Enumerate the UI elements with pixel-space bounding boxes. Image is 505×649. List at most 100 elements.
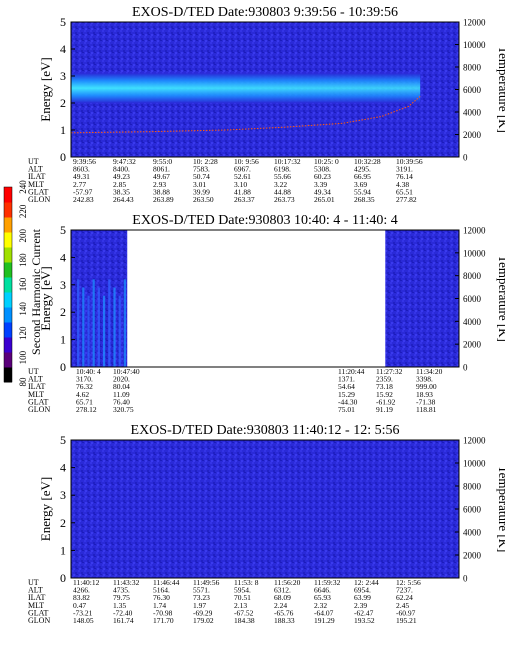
table-cell: 10:39:56 xyxy=(396,157,423,166)
table-cell: 49.34 xyxy=(314,187,331,196)
table-row-label: GLON xyxy=(28,195,50,204)
table-cell: 65.93 xyxy=(314,593,331,602)
table-cell: 63.99 xyxy=(354,593,371,602)
table-cell: 10:25: 0 xyxy=(314,157,339,166)
energy-band xyxy=(71,73,421,103)
table-cell: 54.64 xyxy=(338,382,355,391)
table-cell: 68.09 xyxy=(274,593,291,602)
y-tick-label: 0 xyxy=(60,571,66,585)
y2-tick-label: 10000 xyxy=(463,248,486,258)
panel-title: EXOS-D/TED Date:930803 10:40: 4 - 11:40:… xyxy=(132,213,397,228)
table-row-label: ALT xyxy=(28,586,43,595)
data-gap xyxy=(127,230,386,367)
colorbar-segment xyxy=(4,262,12,278)
table-cell: 3.01 xyxy=(193,180,206,189)
table-cell: 6312. xyxy=(274,586,291,595)
table-cell: -71.38 xyxy=(416,397,436,406)
colorbar-segment xyxy=(4,232,12,248)
table-cell: 4.38 xyxy=(396,180,409,189)
spectrogram-background xyxy=(71,440,459,578)
table-cell: 3170. xyxy=(76,375,93,384)
table-cell: 4.62 xyxy=(76,390,89,399)
colorbar-tick-label: 180 xyxy=(18,253,28,267)
table-cell: 268.35 xyxy=(354,195,375,204)
table-cell: 263.50 xyxy=(193,195,214,204)
y-tick-label: 5 xyxy=(60,433,66,447)
table-cell: 8603. xyxy=(73,165,90,174)
table-row-label: GLON xyxy=(28,405,50,414)
streak-feature xyxy=(87,295,90,367)
colorbar-tick-label: 140 xyxy=(18,302,28,316)
table-cell: 1.74 xyxy=(153,601,166,610)
table-cell: 2020. xyxy=(113,375,130,384)
table-cell: 76.30 xyxy=(153,593,170,602)
table-cell: 118.81 xyxy=(416,405,437,414)
colorbar-frame xyxy=(3,186,13,383)
colorbar-segment xyxy=(4,187,12,203)
y2-axis-label: Temperature [K] xyxy=(496,255,505,342)
table-cell: -67.52 xyxy=(234,608,254,617)
streak-feature xyxy=(92,279,95,367)
table-cell: 3.22 xyxy=(274,180,287,189)
colorbar-tick-label: 80 xyxy=(18,377,28,387)
table-cell: 3.39 xyxy=(314,180,327,189)
table-cell: -64.07 xyxy=(314,608,334,617)
table-cell: 1.97 xyxy=(193,601,206,610)
table-cell: 263.73 xyxy=(274,195,295,204)
table-cell: 2.13 xyxy=(234,601,247,610)
colorbar-tick-label: 120 xyxy=(18,326,28,340)
y2-tick-label: 2000 xyxy=(463,130,482,140)
table-cell: 2.45 xyxy=(396,601,409,610)
table-cell: 4295. xyxy=(354,165,371,174)
y-tick-label: 4 xyxy=(60,250,66,264)
table-cell: 5571. xyxy=(193,586,210,595)
table-cell: 2.85 xyxy=(113,180,126,189)
streak-feature xyxy=(82,287,85,367)
table-cell: 2.39 xyxy=(354,601,367,610)
table-cell: 10:32:28 xyxy=(354,157,381,166)
table-cell: 999.00 xyxy=(416,382,437,391)
table-row-label: MLT xyxy=(28,601,44,610)
y2-tick-label: 2000 xyxy=(463,551,482,561)
table-cell: 6198. xyxy=(274,165,291,174)
colorbar-segment xyxy=(4,292,12,308)
table-cell: 3.69 xyxy=(354,180,367,189)
table-cell: 0.47 xyxy=(73,601,86,610)
y2-tick-label: 10000 xyxy=(463,459,486,469)
colorbar-segment xyxy=(4,202,12,218)
table-cell: 7583. xyxy=(193,165,210,174)
table-cell: 265.01 xyxy=(314,195,335,204)
table-cell: 9:47:32 xyxy=(113,157,136,166)
y2-tick-label: 8000 xyxy=(463,482,482,492)
y-tick-label: 4 xyxy=(60,461,66,475)
table-cell: 9:55:0 xyxy=(153,157,172,166)
table-cell: 65.51 xyxy=(396,187,413,196)
panel-title: EXOS-D/TED Date:930803 9:39:56 - 10:39:5… xyxy=(132,5,398,20)
y2-tick-label: 0 xyxy=(463,153,468,163)
table-cell: 76.40 xyxy=(113,397,130,406)
y-tick-label: 0 xyxy=(60,150,66,164)
table-cell: 8061. xyxy=(153,165,170,174)
table-cell: 263.89 xyxy=(153,195,174,204)
table-cell: 60.23 xyxy=(314,172,331,181)
table-cell: 2359. xyxy=(376,375,393,384)
table-cell: 4266. xyxy=(73,586,90,595)
table-row-label: GLAT xyxy=(28,397,49,406)
table-cell: 12: 2:44 xyxy=(354,578,379,587)
table-cell: 263.37 xyxy=(234,195,255,204)
table-row-label: ILAT xyxy=(28,172,45,181)
table-cell: 79.75 xyxy=(113,593,130,602)
streak-feature xyxy=(108,279,111,367)
table-cell: -70.98 xyxy=(153,608,173,617)
table-cell: 10:40: 4 xyxy=(76,367,101,376)
y2-tick-label: 10000 xyxy=(463,40,486,50)
table-cell: 191.29 xyxy=(314,616,335,625)
table-cell: 10: 2:28 xyxy=(193,157,218,166)
y2-axis-label: Temperature [K] xyxy=(496,466,505,553)
colorbar-tick-label: 220 xyxy=(18,204,28,218)
table-cell: 11:49:56 xyxy=(193,578,220,587)
table-cell: 11:46:44 xyxy=(153,578,180,587)
table-cell: 50.74 xyxy=(193,172,210,181)
table-cell: 2.32 xyxy=(314,601,327,610)
y2-tick-label: 12000 xyxy=(463,226,486,236)
